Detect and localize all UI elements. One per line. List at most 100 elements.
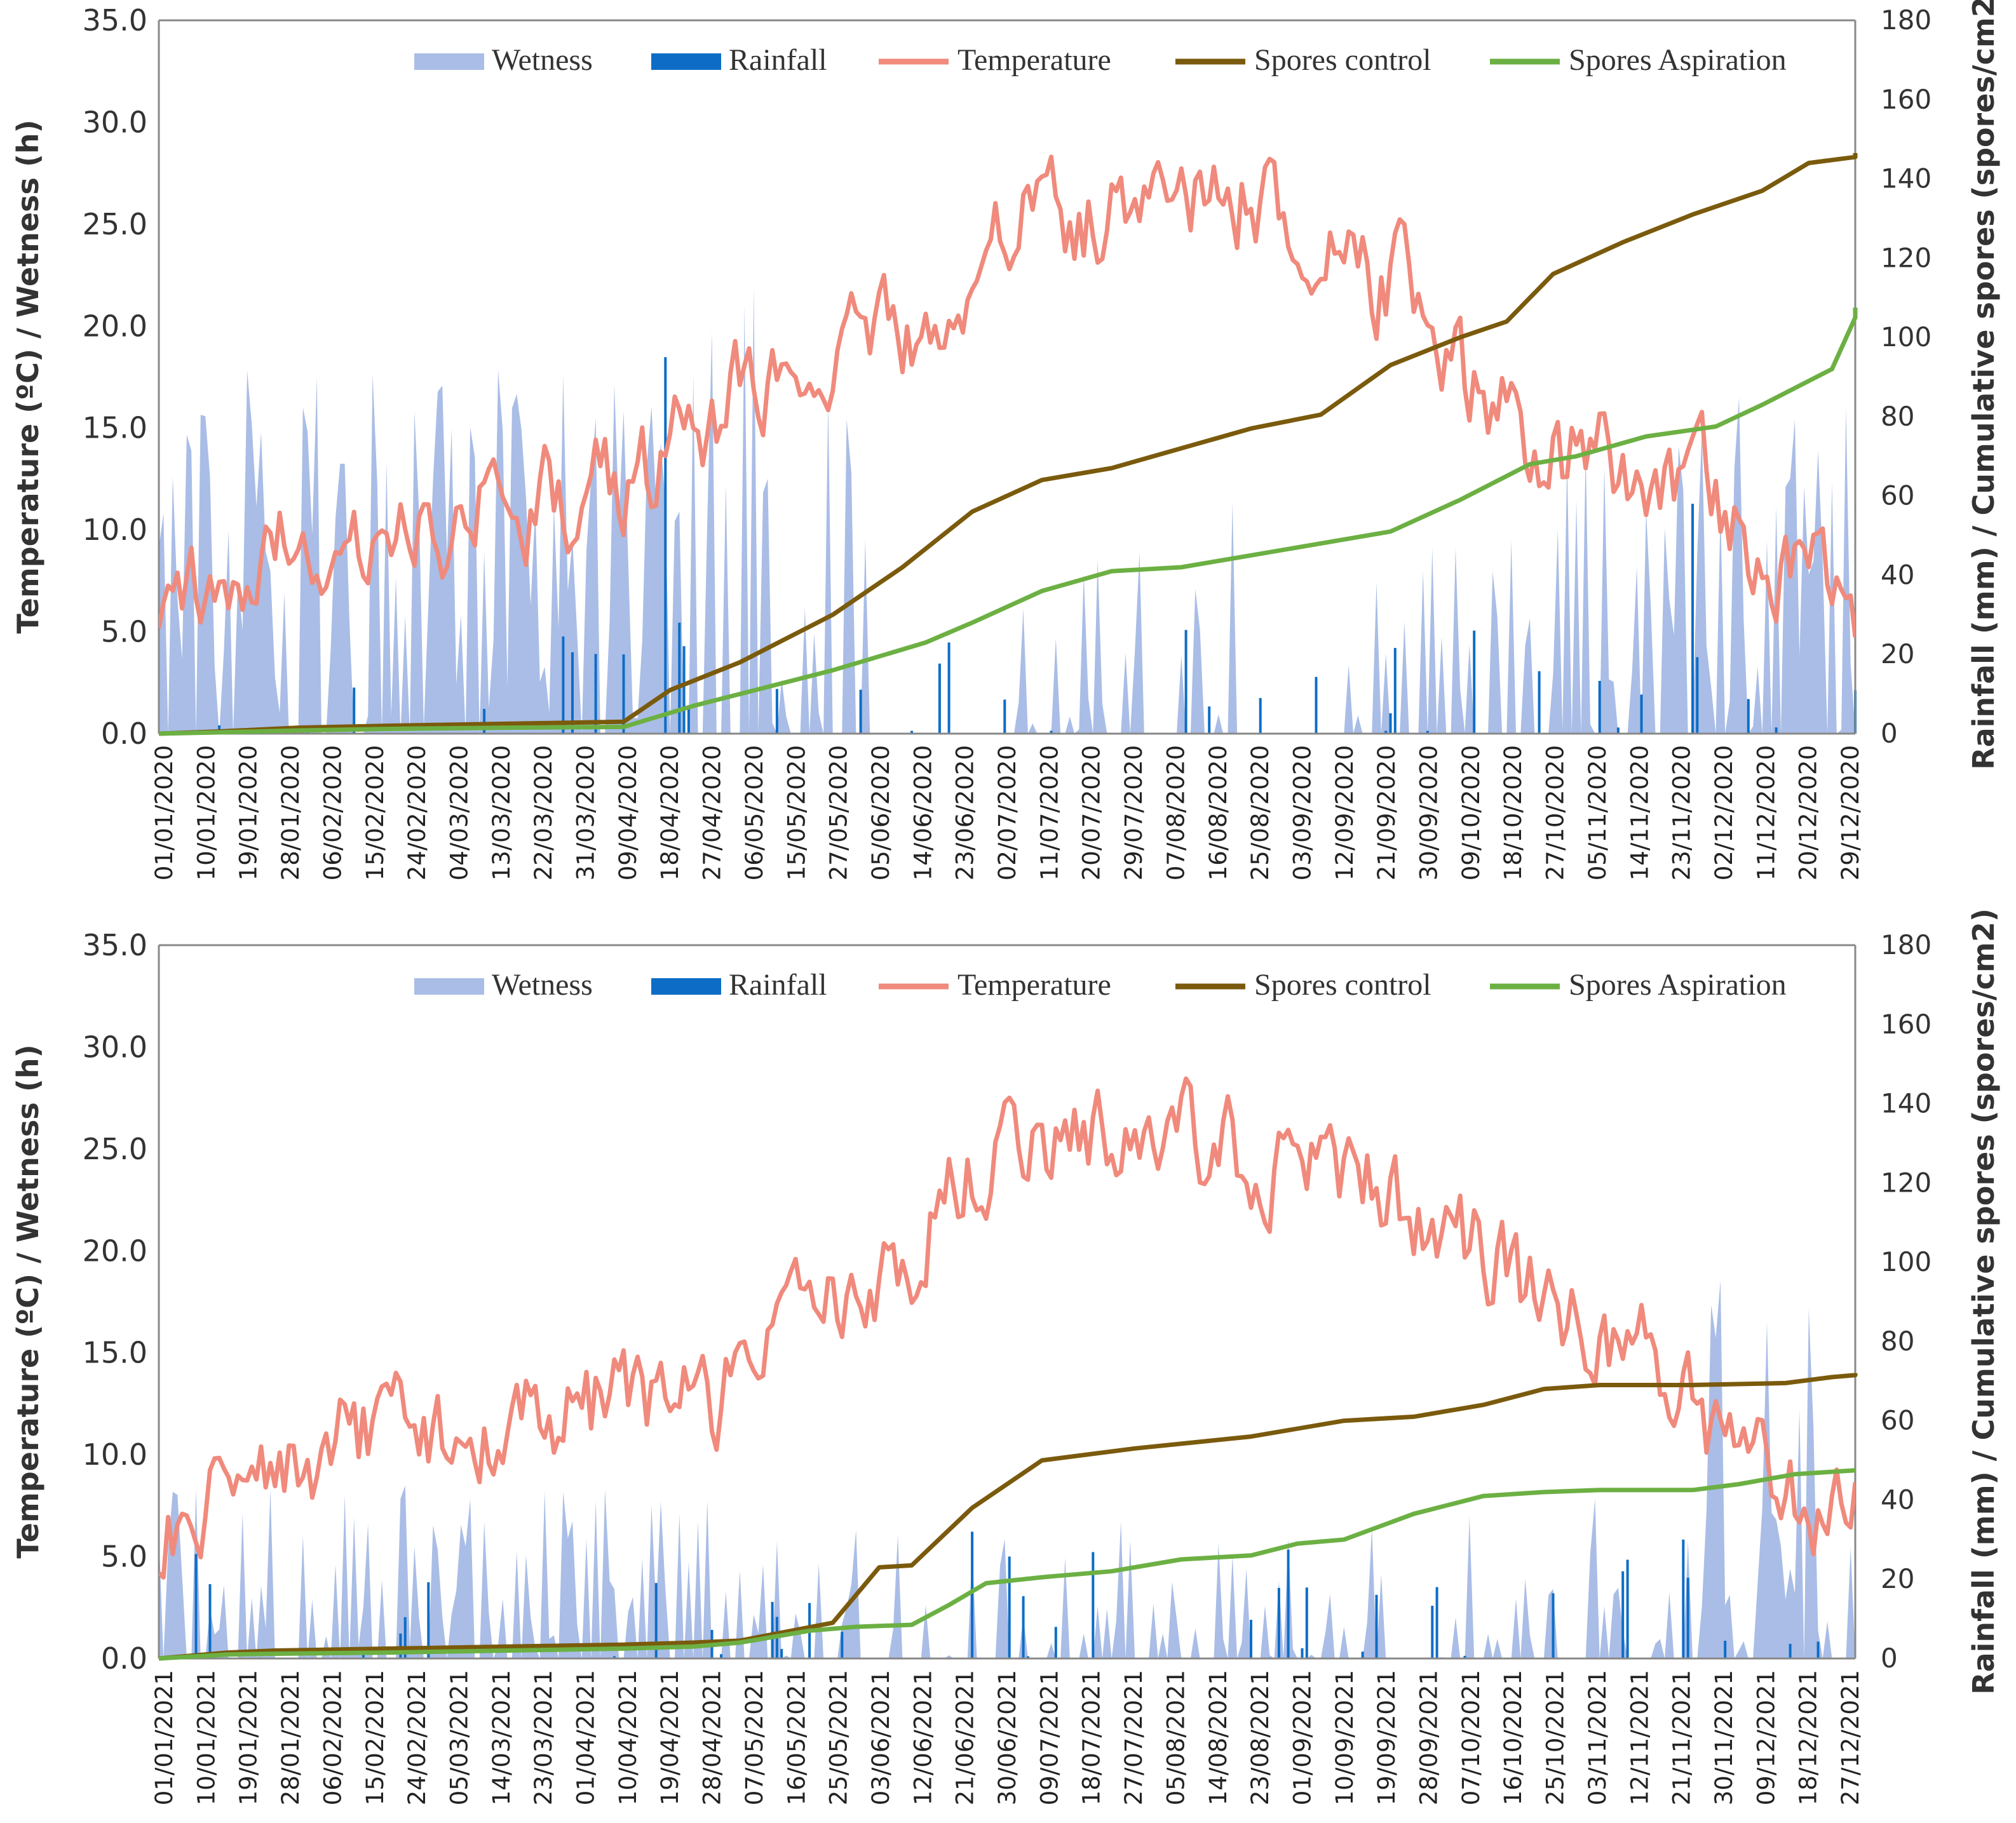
- x-tick-label: 05/03/2021: [445, 1670, 473, 1805]
- x-tick-label: 27/10/2020: [1542, 745, 1569, 880]
- rainfall-bar: [664, 357, 667, 734]
- legend: Wetness Rainfall Temperature Spores cont…: [414, 43, 1787, 77]
- x-tick-label: 27/12/2021: [1837, 1670, 1864, 1805]
- chart-2021: 0.0 5.0 10.0 15.0 20.0 25.0 30.0 35.0 0 20 40 60 80…: [11, 908, 2001, 1805]
- x-tick-label: 20/07/2020: [1078, 745, 1106, 880]
- x-tick-label: 31/03/2020: [572, 745, 600, 880]
- x-tick-label: 07/05/2021: [741, 1670, 768, 1805]
- left-tick-label: 5.0: [101, 615, 147, 649]
- legend-rainfall-label: Rainfall: [729, 43, 827, 77]
- rainfall-bar: [1621, 1571, 1625, 1658]
- x-tick-label: 01/04/2021: [572, 1670, 600, 1805]
- temperature-line: [159, 154, 1855, 638]
- rainfall-bar: [1375, 1594, 1378, 1658]
- x-tick-label: 16/08/2020: [1205, 745, 1232, 880]
- spores-aspiration-line: [158, 307, 1858, 736]
- x-tick-label: 15/02/2021: [362, 1670, 389, 1805]
- x-tick-label: 04/03/2020: [445, 745, 473, 880]
- x-tick-label: 23/06/2020: [952, 745, 979, 880]
- x-tick-label: 02/07/2020: [994, 745, 1021, 880]
- rainfall-bar: [403, 1617, 407, 1658]
- right-tick-label: 0: [1881, 1643, 1898, 1674]
- rainfall-bar: [1686, 1577, 1689, 1658]
- rainfall-bar: [687, 707, 690, 734]
- legend-spores-aspiration-label: Spores Aspiration: [1569, 968, 1787, 1002]
- left-tick-labels: 0.0 5.0 10.0 15.0 20.0 25.0 30.0 35.0: [83, 3, 147, 751]
- rainfall-bar: [1301, 1648, 1304, 1658]
- legend-wetness-label: Wetness: [492, 968, 593, 1002]
- x-tick-label: 23/11/2020: [1668, 745, 1696, 880]
- rainfall-bar: [1538, 671, 1541, 734]
- rainfall-bar: [1552, 1593, 1555, 1658]
- axes: [158, 19, 1857, 735]
- x-tick-label: 28/09/2021: [1416, 1670, 1443, 1805]
- left-tick-labels: 0.0 5.0 10.0 15.0 20.0 25.0 30.0 35.0: [83, 928, 147, 1676]
- rainfall-bar: [1026, 1656, 1029, 1658]
- rainfall-bar: [1616, 727, 1620, 734]
- left-tick-label: 30.0: [83, 105, 147, 139]
- rainfall-bar: [1431, 1606, 1434, 1658]
- spores-control-line: [158, 153, 1858, 736]
- x-tick-label: 05/06/2020: [867, 745, 895, 880]
- rainfall-bar: [571, 652, 574, 734]
- wetness-area-shape: [159, 1280, 1855, 1658]
- chart-2020: 0.0 5.0 10.0 15.0 20.0 25.0 30.0 35.0 0 20 40 60 80…: [11, 0, 2001, 880]
- rainfall-bar: [1259, 697, 1262, 734]
- left-tick-label: 35.0: [83, 928, 147, 962]
- temperature-series-line: [159, 154, 1855, 638]
- right-tick-label: 120: [1881, 242, 1931, 273]
- rainfall-bar: [780, 1649, 783, 1658]
- x-tick-label: 14/03/2021: [488, 1670, 515, 1805]
- left-tick-label: 0.0: [101, 1641, 147, 1676]
- rainfall-bar: [1054, 1627, 1057, 1658]
- x-tick-label: 12/11/2021: [1626, 1670, 1653, 1805]
- x-tick-label: 25/05/2021: [825, 1670, 853, 1805]
- right-tick-label: 160: [1881, 1009, 1931, 1040]
- x-tick-label: 03/09/2020: [1289, 745, 1316, 880]
- right-tick-label: 160: [1881, 84, 1931, 115]
- spores-lines: [158, 153, 1858, 736]
- legend: Wetness Rainfall Temperature Spores cont…: [414, 968, 1787, 1002]
- x-tick-label: 19/01/2021: [235, 1670, 262, 1805]
- right-tick-label: 120: [1881, 1167, 1931, 1198]
- x-tick-label: 01/01/2021: [151, 1670, 178, 1805]
- rainfall-bar: [399, 1633, 402, 1658]
- x-tick-label: 23/08/2021: [1247, 1670, 1274, 1805]
- x-tick-label: 30/09/2020: [1416, 745, 1443, 880]
- rainfall-bar: [1050, 730, 1053, 734]
- legend-temperature-label: Temperature: [957, 43, 1111, 77]
- rainfall-bar: [859, 689, 862, 734]
- x-tick-label: 18/07/2021: [1078, 1670, 1106, 1805]
- left-tick-label: 25.0: [83, 207, 147, 241]
- x-tick-label: 15/05/2020: [783, 745, 810, 880]
- left-tick-label: 35.0: [83, 3, 147, 37]
- left-tick-label: 10.0: [83, 513, 147, 547]
- x-tick-label: 19/01/2020: [235, 745, 262, 880]
- x-tick-label: 28/01/2021: [277, 1670, 304, 1805]
- x-tick-label: 05/08/2021: [1162, 1670, 1189, 1805]
- x-tick-label: 06/02/2020: [319, 745, 346, 880]
- legend-wetness-label: Wetness: [492, 43, 593, 77]
- right-tick-labels: 0 20 40 60 80 100 120 140 160 180: [1881, 4, 1931, 749]
- x-tick-label: 18/10/2020: [1499, 745, 1527, 880]
- x-tick-label: 29/12/2020: [1837, 745, 1864, 880]
- legend-spores-control-label: Spores control: [1254, 968, 1431, 1002]
- x-tick-label: 10/09/2021: [1331, 1670, 1358, 1805]
- rainfall-bar: [1250, 1620, 1252, 1658]
- x-tick-label: 24/02/2021: [403, 1670, 431, 1805]
- x-tick-labels: 01/01/2021 10/01/2021 19/01/2021 28/01/2021…: [151, 1670, 1864, 1805]
- rainfall-bar: [1789, 1643, 1792, 1658]
- x-tick-label: 01/01/2020: [151, 745, 178, 880]
- rainfall-bar: [1008, 1556, 1011, 1658]
- rainfall-bar: [1305, 1587, 1308, 1658]
- rainfall-bar: [1361, 1651, 1364, 1658]
- x-tick-labels: 01/01/2020 10/01/2020 19/01/2020 28/01/2020…: [151, 745, 1864, 880]
- rainfall-bar: [427, 1582, 430, 1658]
- x-tick-label: 03/06/2021: [867, 1670, 895, 1805]
- rainfall-bar: [678, 622, 681, 734]
- left-tick-label: 10.0: [83, 1437, 147, 1472]
- x-tick-label: 24/02/2020: [403, 745, 431, 880]
- left-tick-label: 25.0: [83, 1132, 147, 1166]
- rainfall-bar: [1816, 1641, 1820, 1658]
